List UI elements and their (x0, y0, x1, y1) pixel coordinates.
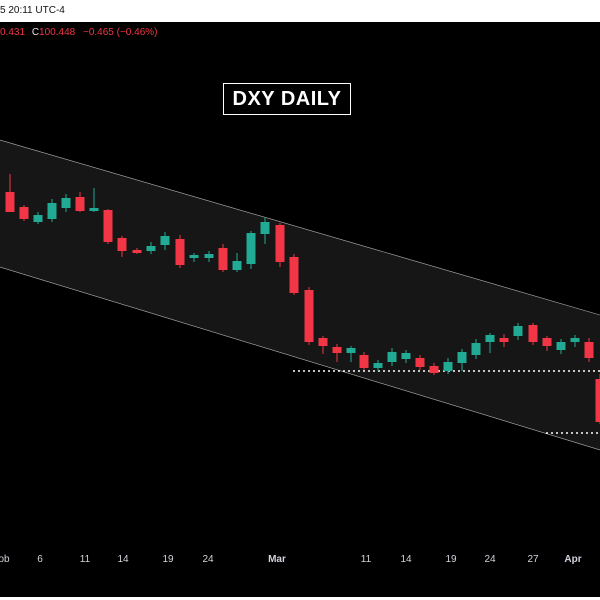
candle-body-32 (443, 362, 453, 371)
candle-body-5 (61, 198, 71, 208)
candle-body-22 (304, 290, 314, 342)
candle-body-4 (47, 203, 57, 219)
candle-body-42 (584, 342, 594, 358)
candle-body-24 (332, 347, 342, 353)
footer-strip (0, 597, 600, 600)
x-tick-label: 27 (527, 554, 539, 565)
candle-body-11 (146, 246, 156, 251)
candle-body-31 (429, 366, 439, 373)
candle-body-37 (513, 326, 523, 336)
candle-body-9 (117, 238, 127, 251)
candle-body-26 (359, 355, 369, 368)
x-tick-label: Apr (564, 554, 581, 565)
ohlc-legend: 0.431 C100.448 −0.465 (−0.46%) (0, 22, 157, 44)
candle-body-21 (289, 257, 299, 293)
ohlc-close-label: C (31, 27, 40, 38)
ohlc-change: −0.465 (−0.46%) (82, 27, 158, 38)
channel-lower-line (0, 266, 600, 451)
candle-body-34 (471, 343, 481, 355)
candle-body-40 (556, 342, 566, 350)
candle-body-7 (89, 208, 99, 211)
candle-body-41 (570, 338, 580, 342)
x-tick-label: 24 (484, 554, 496, 565)
candle-body-17 (232, 261, 242, 270)
x-tick-label: 14 (400, 554, 412, 565)
channel-upper-line (0, 139, 600, 316)
candle-body-33 (457, 352, 467, 363)
candle-body-12 (160, 236, 170, 245)
timestamp-text: 5 20:11 UTC-4 (0, 5, 65, 16)
x-tick-label: 14 (117, 554, 129, 565)
candle-body-10 (132, 250, 142, 253)
candle-body-3 (33, 215, 43, 222)
candle-body-23 (318, 338, 328, 346)
x-tick-label: 19 (445, 554, 457, 565)
candle-body-13 (175, 239, 185, 265)
x-tick-label: 24 (202, 554, 214, 565)
candlestick-chart[interactable]: ob 6 11 14 19 24 Mar 11 14 19 24 27 Apr (0, 22, 600, 597)
candle-body-39 (542, 338, 552, 346)
candle-body-18 (246, 233, 256, 264)
x-tick-label: ob (0, 554, 10, 565)
chart-area[interactable]: 0.431 C100.448 −0.465 (−0.46%) ob 6 11 14 19… (0, 22, 600, 597)
candle-body-27 (373, 363, 383, 368)
candle-body-38 (528, 325, 538, 342)
candle-body-19 (260, 222, 270, 234)
ohlc-close-value: 100.448 (39, 27, 76, 38)
candle-body-25 (346, 348, 356, 353)
candle-body-6 (75, 197, 85, 211)
x-tick-label: 11 (361, 554, 372, 565)
candle-body-1 (5, 192, 15, 212)
x-tick-label: 6 (37, 554, 43, 565)
candle-body-8 (103, 210, 113, 242)
timestamp-bar: 5 20:11 UTC-4 (0, 0, 600, 22)
candle-body-16 (218, 248, 228, 270)
channel-fill (0, 140, 600, 450)
candle-body-2 (19, 207, 29, 219)
candle-body-14 (189, 255, 199, 258)
chart-title: DXY DAILY (223, 83, 351, 115)
x-tick-label: 19 (162, 554, 174, 565)
candle-body-28 (387, 352, 397, 362)
x-tick-label: 11 (80, 554, 91, 565)
ohlc-low-fragment: 0.431 (0, 27, 26, 38)
candle-body-36 (499, 338, 509, 342)
candle-body-15 (204, 254, 214, 258)
candle-body-35 (485, 335, 495, 342)
candle-body-43 (595, 379, 600, 422)
candle-body-29 (401, 353, 411, 359)
candle-body-20 (275, 225, 285, 262)
candle-body-30 (415, 358, 425, 367)
x-tick-label: Mar (268, 554, 286, 565)
